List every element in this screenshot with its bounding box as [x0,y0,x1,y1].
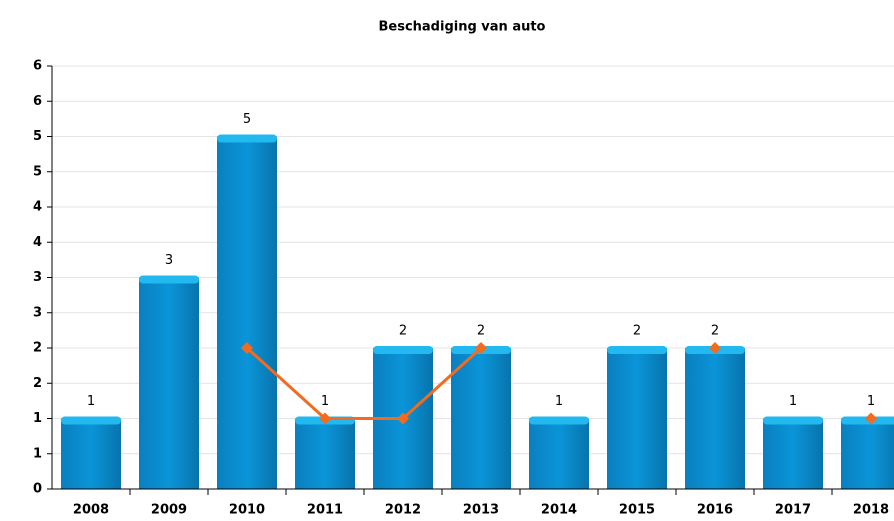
bar [841,418,894,489]
y-tick-label: 4 [33,235,42,250]
y-tick-label: 2 [33,376,42,391]
data-label: 2 [633,324,641,339]
x-tick-label: 2012 [385,503,421,518]
x-tick-label: 2013 [463,503,499,518]
bar-cap [607,346,667,354]
line-marker [319,412,331,425]
bar [451,348,511,489]
data-label: 1 [789,394,797,409]
bar-cap [373,346,433,354]
x-tick-label: 2016 [697,503,733,518]
bar [61,418,121,489]
y-tick-label: 1 [33,446,42,461]
y-tick-label: 6 [33,94,42,109]
y-tick-label: 5 [33,129,42,144]
y-tick-label: 1 [33,411,42,426]
data-label: 2 [477,324,485,339]
y-tick-label: 3 [33,305,42,320]
x-tick-label: 2011 [307,503,343,518]
x-tick-label: 2010 [229,503,265,518]
bar [139,277,199,489]
data-label: 1 [321,394,329,409]
data-label: 3 [165,253,173,268]
data-label: 1 [87,394,95,409]
x-tick-label: 2008 [73,503,109,518]
chart-title: Beschadiging van auto [378,20,545,35]
bar [217,136,277,489]
line-marker [865,412,877,425]
y-tick-label: 0 [33,482,42,497]
bar-cap [529,416,589,425]
bar-cap [217,134,277,143]
line-marker [475,342,487,354]
y-tick-label: 2 [33,341,42,356]
y-tick-label: 6 [33,59,42,74]
y-tick-label: 3 [33,270,42,285]
x-tick-label: 2018 [853,503,889,518]
line-marker [241,342,253,354]
x-tick-label: 2017 [775,503,811,518]
bar-cap [61,416,121,425]
y-tick-label: 5 [33,164,42,179]
y-tick-label: 4 [33,200,42,215]
x-tick-label: 2009 [151,503,187,518]
line-marker [709,342,721,354]
x-tick-label: 2014 [541,503,577,518]
bar [763,418,823,489]
x-tick-label: 2015 [619,503,655,518]
bar [295,418,355,489]
data-label: 5 [243,112,251,127]
data-label: 1 [555,394,563,409]
data-label: 1 [867,394,875,409]
bar-cap [763,416,823,425]
data-label: 2 [711,324,719,339]
bar [607,348,667,489]
data-label: 2 [399,324,407,339]
bar [685,348,745,489]
bar-cap [139,275,199,284]
line-marker [397,412,409,425]
bar [529,418,589,489]
